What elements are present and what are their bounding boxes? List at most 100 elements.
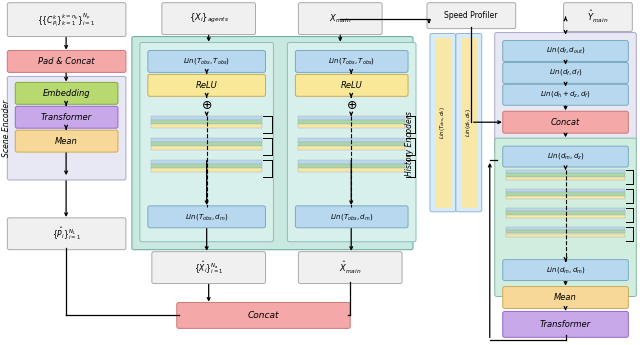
Text: Transformer: Transformer [40,113,92,122]
Bar [506,227,625,230]
FancyBboxPatch shape [430,33,456,212]
FancyBboxPatch shape [7,76,126,180]
Bar [151,146,262,150]
FancyBboxPatch shape [503,260,628,280]
Bar [151,168,262,171]
FancyBboxPatch shape [148,50,266,72]
FancyBboxPatch shape [140,42,273,242]
Text: $\hat{X}_{main}$: $\hat{X}_{main}$ [339,259,362,276]
Text: $Lin(d_m,d_m)$: $Lin(d_m,d_m)$ [546,265,586,275]
FancyBboxPatch shape [287,42,416,242]
Bar [506,170,625,173]
Bar [298,168,405,171]
FancyBboxPatch shape [296,206,408,228]
Text: $Lin(T_{obs},T_{obs})$: $Lin(T_{obs},T_{obs})$ [328,57,375,67]
FancyBboxPatch shape [503,62,628,83]
Text: Concat: Concat [248,311,279,320]
FancyBboxPatch shape [495,32,636,154]
Text: $Lin(d_h+d_z,d_f)$: $Lin(d_h+d_z,d_f)$ [540,89,591,99]
FancyBboxPatch shape [427,3,516,29]
Text: ReLU: ReLU [340,81,362,90]
Bar [506,196,625,199]
FancyBboxPatch shape [296,50,408,72]
Text: $X_{main}$: $X_{main}$ [329,12,351,25]
Bar [298,120,405,124]
Bar [435,38,451,208]
FancyBboxPatch shape [298,252,402,284]
Text: Scene Encoder: Scene Encoder [2,100,11,157]
FancyBboxPatch shape [503,111,628,133]
Text: $\{\hat{P}_i\}_{i=1}^{N_L}$: $\{\hat{P}_i\}_{i=1}^{N_L}$ [52,225,81,242]
Text: $Lin(T_{obs},d_m)$: $Lin(T_{obs},d_m)$ [185,212,228,222]
Text: Pad & Concat: Pad & Concat [38,57,94,66]
Bar [298,138,405,142]
FancyBboxPatch shape [503,312,628,337]
FancyBboxPatch shape [15,130,118,152]
Text: History Encoders: History Encoders [404,111,413,176]
FancyBboxPatch shape [148,206,266,228]
Text: $Lin(d_h,d_h)$: $Lin(d_h,d_h)$ [465,108,474,137]
FancyBboxPatch shape [7,218,126,250]
FancyBboxPatch shape [15,106,118,128]
Text: $Lin(d_f,d_f)$: $Lin(d_f,d_f)$ [548,67,582,77]
Text: $Lin(T_{obs},d_m)$: $Lin(T_{obs},d_m)$ [330,212,373,222]
Text: $\hat{Y}_{main}$: $\hat{Y}_{main}$ [587,9,608,24]
FancyBboxPatch shape [132,37,413,250]
FancyBboxPatch shape [503,85,628,105]
Bar [151,164,262,168]
Bar [151,116,262,120]
FancyBboxPatch shape [495,138,636,296]
FancyBboxPatch shape [503,287,628,308]
Text: Embedding: Embedding [42,89,90,98]
FancyBboxPatch shape [7,3,126,37]
Text: Transformer: Transformer [540,320,591,329]
Text: $Lin(T_{obs},T_{obs})$: $Lin(T_{obs},T_{obs})$ [183,57,230,67]
FancyBboxPatch shape [177,303,350,328]
Text: $Lin(T_{obs},d_h)$: $Lin(T_{obs},d_h)$ [438,106,447,139]
Text: Speed Profiler: Speed Profiler [444,11,497,20]
Bar [506,230,625,234]
Bar [151,138,262,142]
FancyBboxPatch shape [7,50,126,72]
Bar [151,160,262,164]
Text: $\{\{C_{P_i}^{k}\}_{k=1}^{k=n_k}\}_{i=1}^{N_p}$: $\{\{C_{P_i}^{k}\}_{k=1}^{k=n_k}\}_{i=1}… [37,11,95,29]
Text: $Lin(d_f,d_{out})$: $Lin(d_f,d_{out})$ [546,46,586,56]
Bar [151,120,262,124]
Bar [298,160,405,164]
FancyBboxPatch shape [152,252,266,284]
FancyBboxPatch shape [162,3,255,34]
Bar [506,211,625,215]
Bar [151,124,262,128]
Bar [506,234,625,237]
Bar [298,116,405,120]
Bar [506,208,625,211]
Text: Mean: Mean [554,293,577,302]
Bar [298,142,405,146]
Bar [298,164,405,168]
Bar [506,193,625,196]
Bar [506,177,625,180]
Text: Concat: Concat [551,118,580,127]
FancyBboxPatch shape [564,3,632,32]
Bar [461,38,477,208]
Text: $\{\hat{X}_i\}_{i=1}^{N_a}$: $\{\hat{X}_i\}_{i=1}^{N_a}$ [194,259,223,276]
Text: ReLU: ReLU [196,81,218,90]
Bar [506,215,625,218]
FancyBboxPatch shape [298,3,382,34]
Text: $\{X_i\}_{agents}$: $\{X_i\}_{agents}$ [189,12,228,25]
Bar [506,189,625,192]
Bar [151,142,262,146]
Text: $\oplus$: $\oplus$ [346,99,357,112]
Bar [298,124,405,128]
FancyBboxPatch shape [503,146,628,167]
FancyBboxPatch shape [148,75,266,96]
Text: $\oplus$: $\oplus$ [201,99,212,112]
FancyBboxPatch shape [456,33,482,212]
Bar [506,174,625,177]
Text: $Lin(d_m,d_z)$: $Lin(d_m,d_z)$ [547,151,584,161]
FancyBboxPatch shape [503,40,628,61]
FancyBboxPatch shape [296,75,408,96]
Text: Mean: Mean [55,137,77,146]
Bar [298,146,405,150]
FancyBboxPatch shape [15,82,118,104]
